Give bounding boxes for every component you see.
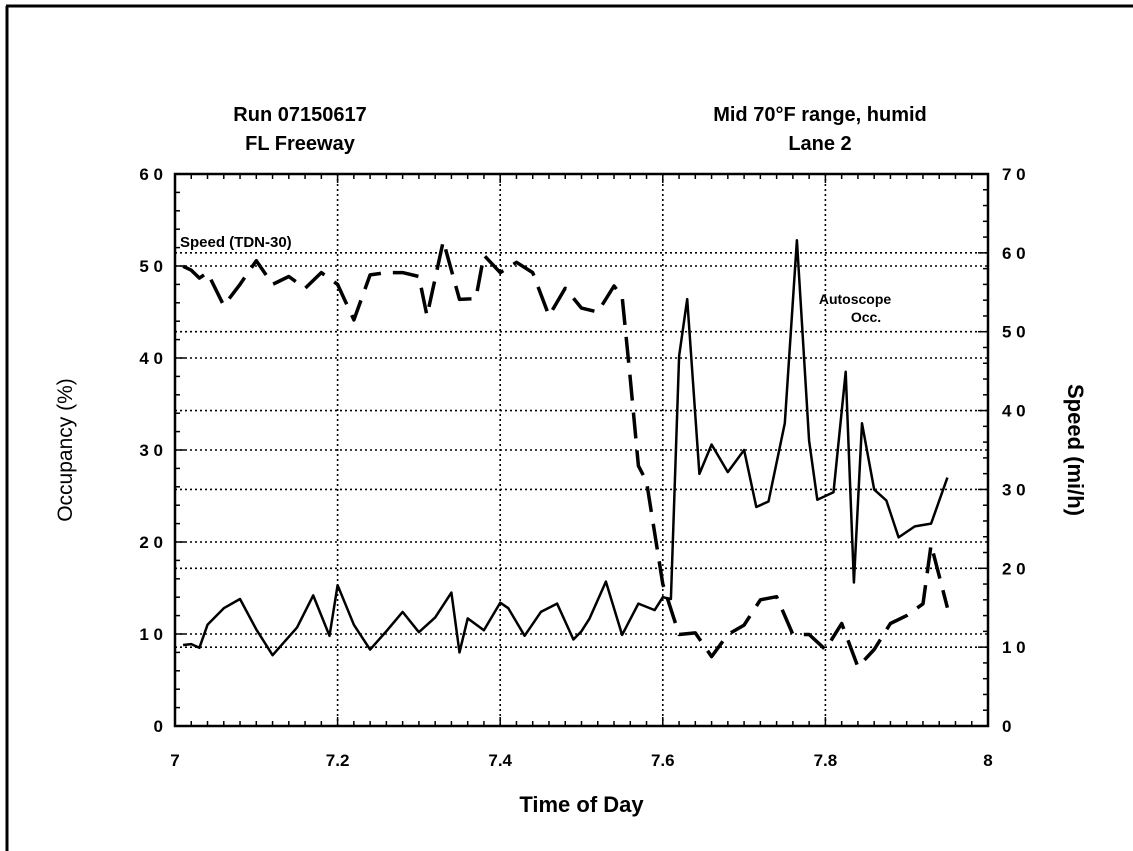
y-right-tick-label: 1 0 — [1002, 638, 1026, 657]
y-left-tick-label: 2 0 — [139, 533, 163, 552]
x-tick-label: 7.8 — [814, 751, 838, 770]
y-left-tick-label: 6 0 — [139, 165, 163, 184]
y-left-tick-label: 0 — [154, 717, 163, 736]
occupancy-series-line — [182, 238, 949, 657]
x-tick-label: 8 — [983, 751, 992, 770]
x-tick-label: 7 — [170, 751, 179, 770]
speed-series-label: Speed (TDN-30) — [180, 234, 292, 251]
title-right-line2: Lane 2 — [788, 133, 852, 155]
occupancy-label-line1: Autoscope — [819, 291, 892, 307]
y-left-axis-label: Occupancy (%) — [54, 378, 77, 522]
y-left-tick-label: 3 0 — [139, 441, 163, 460]
x-tick-label: 7.4 — [488, 751, 512, 770]
y-left-tick-label: 4 0 — [139, 349, 163, 368]
title-right-line1: Mid 70°F range, humid — [713, 104, 927, 126]
y-right-tick-label: 0 — [1002, 717, 1011, 736]
y-right-tick-label: 3 0 — [1002, 480, 1026, 499]
y-left-tick-label: 5 0 — [139, 257, 163, 276]
y-right-tick-label: 5 0 — [1002, 323, 1026, 342]
y-right-tick-label: 2 0 — [1002, 559, 1026, 578]
x-tick-label: 7.2 — [326, 751, 350, 770]
title-left-line2: FL Freeway — [245, 133, 355, 155]
x-axis-label: Time of Day — [519, 792, 644, 817]
y-right-axis-label: Speed (mi/h) — [1063, 384, 1088, 516]
speed-series-line — [182, 239, 950, 669]
y-right-tick-label: 7 0 — [1002, 165, 1026, 184]
y-right-tick-label: 6 0 — [1002, 244, 1026, 263]
y-left-tick-label: 1 0 — [139, 625, 163, 644]
title-left-line1: Run 07150617 — [233, 104, 367, 126]
y-right-tick-label: 4 0 — [1002, 402, 1026, 421]
occupancy-label-line2: Occ. — [851, 309, 881, 325]
x-tick-label: 7.6 — [651, 751, 675, 770]
